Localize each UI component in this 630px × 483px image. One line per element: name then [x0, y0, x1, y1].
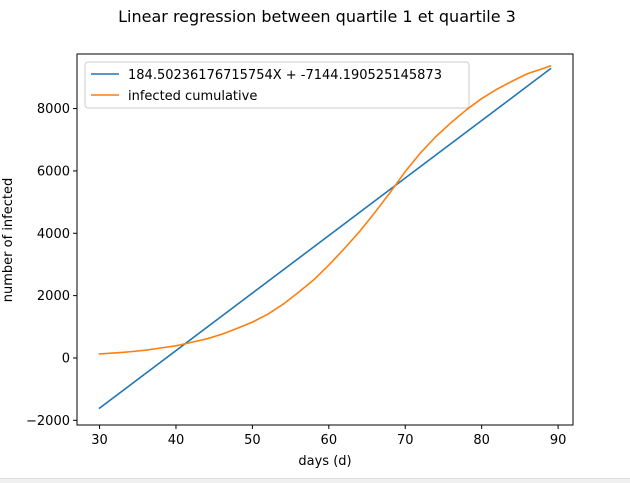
y-tick-label: 8000: [37, 102, 70, 117]
series-line-0: [98, 67, 552, 410]
y-tick-label: 4000: [37, 227, 70, 242]
series-line-1: [98, 64, 552, 355]
y-tick-label: −2000: [26, 414, 70, 429]
x-axis-label: days (d): [298, 454, 351, 469]
legend: 184.50236176715754X + -7144.190525145873…: [84, 61, 470, 109]
legend-label: infected cumulative: [128, 89, 257, 104]
chart-title: Linear regression between quartile 1 et …: [118, 7, 516, 26]
x-tick-label: 70: [397, 433, 414, 448]
axes-frame: [76, 53, 574, 426]
x-tick-label: 50: [244, 433, 261, 448]
legend-box: [84, 61, 470, 109]
x-tick-label: 30: [91, 433, 108, 448]
window-bottom-strip: [0, 478, 630, 483]
x-tick-label: 60: [321, 433, 338, 448]
y-tick-label: 0: [62, 351, 70, 366]
x-tick-label: 90: [550, 433, 567, 448]
legend-label: 184.50236176715754X + -7144.190525145873: [128, 68, 442, 83]
plot-area: [98, 64, 552, 410]
x-tick-label: 40: [168, 433, 185, 448]
ticks: 30 40 50 60 70 80 90 −2000 0 2000 4000 6000 8000: [26, 102, 566, 448]
x-tick-label: 80: [473, 433, 490, 448]
y-axis-label: number of infected: [1, 178, 16, 302]
y-tick-label: 6000: [37, 164, 70, 179]
y-tick-label: 2000: [37, 289, 70, 304]
